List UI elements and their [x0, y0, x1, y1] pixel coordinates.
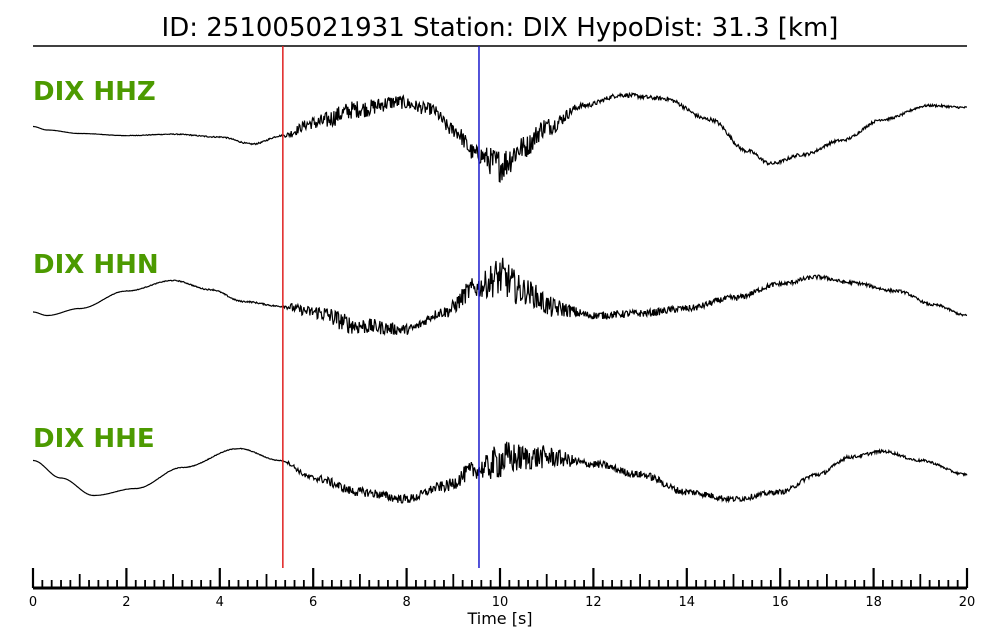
x-tick-label: 4: [216, 595, 224, 610]
x-tick-label: 10: [492, 595, 509, 610]
x-tick-label: 20: [959, 595, 976, 610]
x-axis-tick-labels: 0 2 4 6 8 10 12 14 16 18 20: [29, 595, 975, 610]
x-tick-label: 12: [585, 595, 602, 610]
x-axis-label: Time [s]: [466, 609, 532, 628]
trace-dix-hhn: [33, 257, 968, 337]
x-tick-label: 6: [309, 595, 317, 610]
x-tick-label: 8: [402, 595, 410, 610]
x-tick-label: 0: [29, 595, 37, 610]
channel-label-hhe: DIX HHE: [33, 424, 155, 454]
x-axis-ticks: [31, 568, 969, 588]
plot-title: ID: 251005021931 Station: DIX HypoDist: …: [162, 13, 839, 43]
x-tick-label: 16: [772, 595, 789, 610]
x-tick-label: 18: [865, 595, 882, 610]
traces-group: [33, 91, 968, 504]
trace-dix-hhe: [33, 441, 968, 504]
trace-dix-hhz: [33, 91, 967, 183]
channel-label-hhn: DIX HHN: [33, 250, 159, 280]
x-tick-label: 2: [122, 595, 130, 610]
channel-label-hhz: DIX HHZ: [33, 77, 156, 107]
x-tick-label: 14: [679, 595, 696, 610]
